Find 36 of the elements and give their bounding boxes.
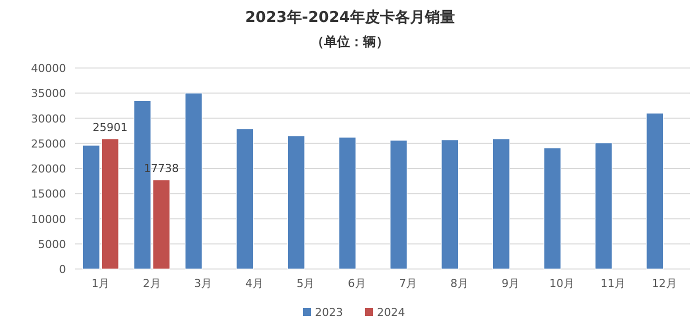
x-tick-label: 9月 <box>502 277 520 290</box>
y-tick-label: 15000 <box>31 188 66 201</box>
x-tick-label: 4月 <box>245 277 264 290</box>
bar <box>492 138 510 270</box>
y-tick-label: 10000 <box>31 212 66 226</box>
bar <box>184 92 202 270</box>
x-tick-label: 6月 <box>348 277 366 290</box>
bar <box>287 136 305 270</box>
x-tick-label: 10月 <box>549 277 574 290</box>
y-tick-label: 20000 <box>31 162 66 176</box>
x-tick-label: 2月 <box>142 277 161 290</box>
y-tick-label: 5000 <box>38 238 66 251</box>
x-tick-label: 11月 <box>600 277 626 290</box>
bar <box>544 148 562 270</box>
chart-subtitle: （单位：辆） <box>311 34 389 50</box>
legend-label: 2024 <box>377 306 405 319</box>
x-tick-label: 1月 <box>92 277 110 290</box>
bar <box>594 142 612 270</box>
chart-title: 2023年-2024年皮卡各月销量 <box>245 8 455 26</box>
bar <box>338 137 356 270</box>
x-tick-label: 3月 <box>194 277 212 290</box>
y-tick-label: 40000 <box>31 62 66 75</box>
y-tick-label: 35000 <box>31 87 66 100</box>
bar <box>236 128 254 270</box>
y-tick-label: 0 <box>59 263 66 276</box>
bar <box>441 140 459 270</box>
y-tick-label: 30000 <box>31 112 66 126</box>
bar <box>390 140 408 270</box>
x-tick-label: 5月 <box>296 277 315 290</box>
x-tick-label: 7月 <box>399 277 418 290</box>
data-label: 25901 <box>92 120 128 134</box>
y-tick-label: 25000 <box>31 137 66 150</box>
legend-label: 2023 <box>315 306 343 319</box>
x-tick-label: 12月 <box>652 277 677 290</box>
bar <box>646 112 664 270</box>
x-tick-label: 8月 <box>450 277 468 290</box>
